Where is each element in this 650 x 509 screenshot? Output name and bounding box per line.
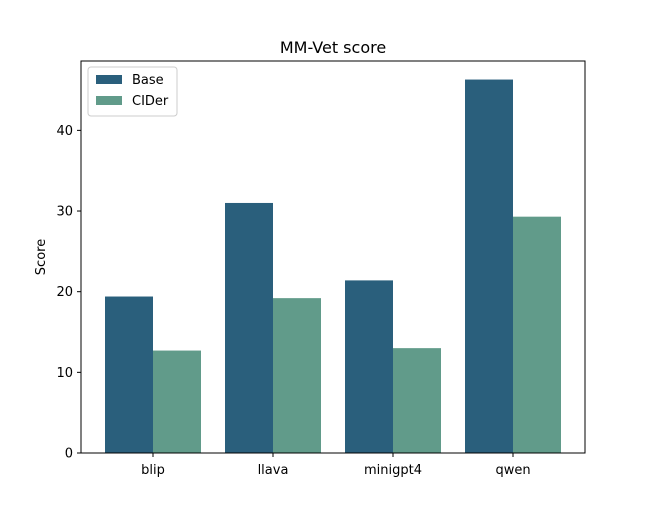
plot-frame bbox=[80, 60, 586, 454]
bar-base-qwen bbox=[465, 79, 513, 454]
bar-base-llava bbox=[225, 202, 273, 453]
axes-group: 0 10 20 30 40 blip llava minigpt4 qwen bbox=[56, 60, 586, 478]
legend-swatch-base bbox=[96, 75, 122, 84]
bar-cider-minigpt4 bbox=[393, 348, 441, 453]
legend-swatch-cider bbox=[96, 96, 122, 105]
y-tick-label: 30 bbox=[56, 205, 73, 220]
legend: Base CIDer bbox=[87, 66, 178, 117]
bars-group bbox=[105, 79, 561, 454]
bar-cider-llava bbox=[273, 298, 321, 453]
y-axis-title-group: Score bbox=[34, 239, 49, 275]
bar-base-blip bbox=[105, 296, 153, 453]
x-tick-label: blip bbox=[141, 463, 165, 478]
bar-cider-blip bbox=[153, 350, 201, 453]
y-axis-title: Score bbox=[34, 239, 49, 275]
bar-cider-qwen bbox=[513, 216, 561, 453]
x-tick-label: minigpt4 bbox=[364, 463, 422, 478]
x-tick-label: qwen bbox=[495, 463, 530, 478]
y-tick-label: 20 bbox=[56, 285, 73, 300]
bar-base-minigpt4 bbox=[345, 280, 393, 453]
y-tick-label: 0 bbox=[65, 447, 73, 462]
legend-label-base: Base bbox=[132, 73, 164, 88]
x-tick-label: llava bbox=[258, 463, 289, 478]
legend-label-cider: CIDer bbox=[132, 94, 169, 109]
chart-title: MM-Vet score bbox=[280, 38, 386, 57]
y-tick-label: 10 bbox=[56, 366, 73, 381]
y-tick-label: 40 bbox=[56, 124, 73, 139]
